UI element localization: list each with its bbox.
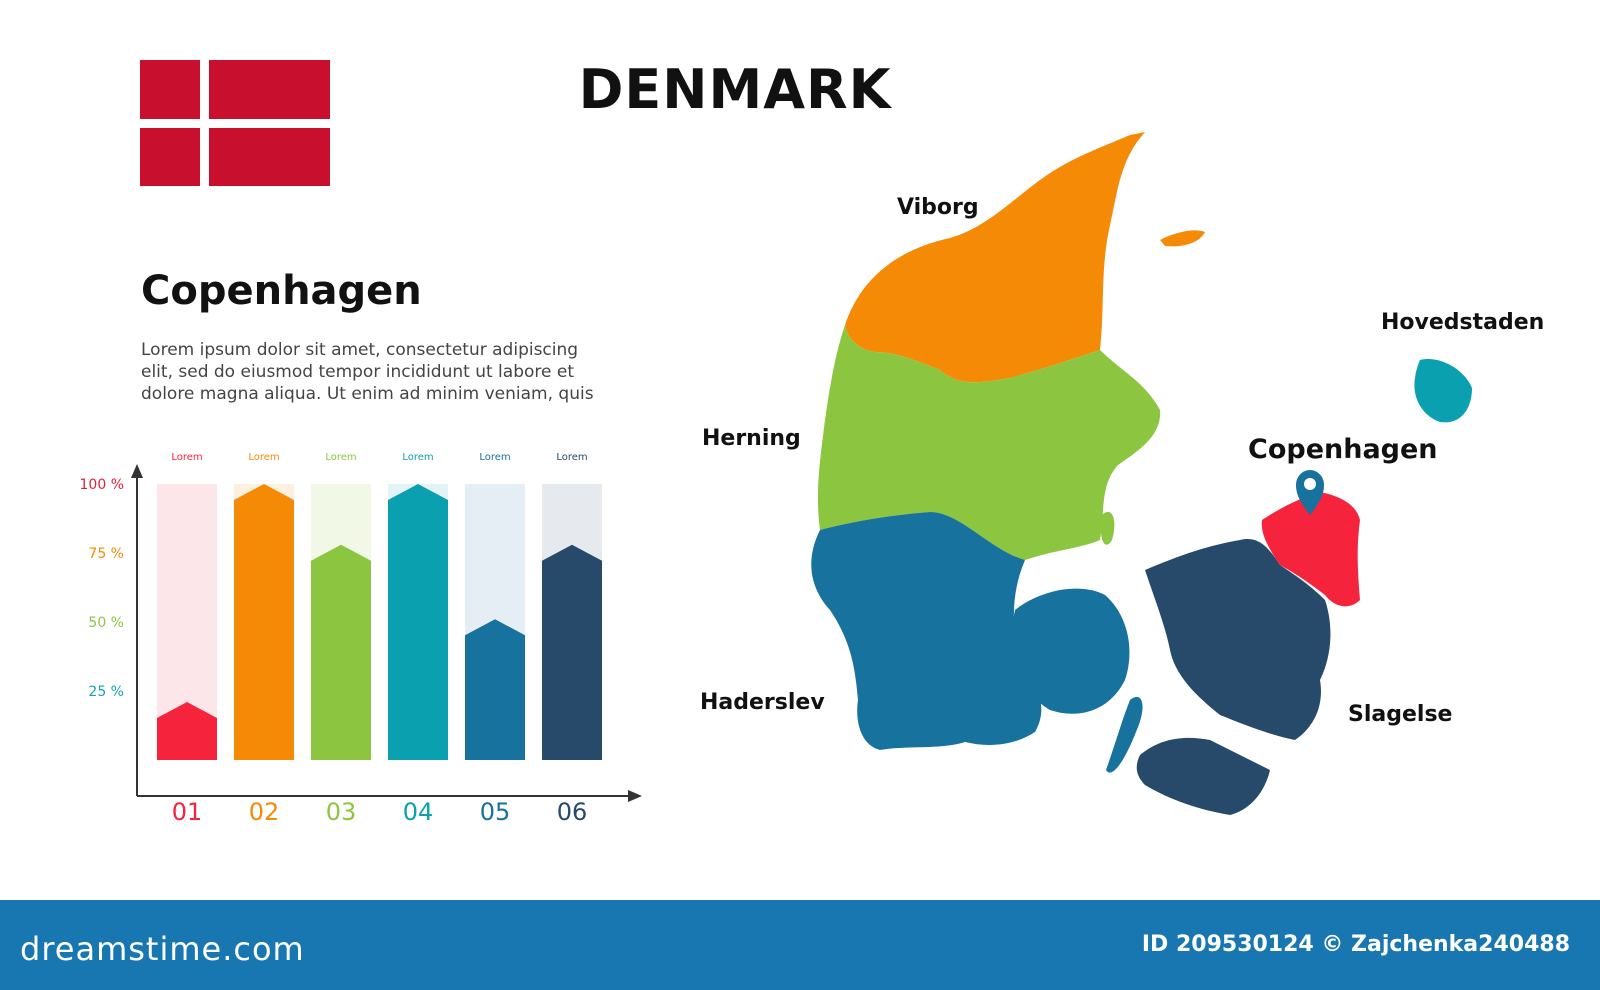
bar-top-label: Lorem	[248, 452, 279, 463]
map-label-copenhagen: Copenhagen	[1248, 434, 1438, 465]
bar-01	[157, 702, 217, 760]
page-title: DENMARK	[578, 58, 892, 121]
bar-tracks	[157, 484, 602, 760]
x-tick-label: 06	[557, 798, 588, 826]
footer-brand-logo: dreamstime.com	[20, 930, 305, 968]
y-tick-labels: 25 % 50 % 75 % 100 %	[80, 477, 124, 700]
region-haderslev-islet	[1106, 696, 1143, 773]
region-herning-islet	[1100, 511, 1115, 545]
bar-05	[465, 619, 525, 760]
bar-chart: 25 %50 %75 %100 % Lorem Lorem Lorem Lorem Lo…	[80, 452, 642, 826]
bar-03	[311, 544, 371, 760]
x-tick-label: 05	[480, 798, 511, 826]
bar-top-label: Lorem	[479, 452, 510, 463]
flag-cross-horizontal	[140, 119, 330, 128]
bar-top-label: Lorem	[556, 452, 587, 463]
denmark-flag	[140, 60, 330, 186]
y-tick-label: 25 %	[88, 684, 124, 700]
bar-top-label: Lorem	[171, 452, 202, 463]
region-copenhagen	[1261, 492, 1360, 607]
x-tick-label: 04	[403, 798, 434, 826]
x-axis-arrow	[628, 790, 642, 802]
y-tick-label: 75 %	[88, 546, 124, 562]
region-haderslev-funen	[1009, 588, 1130, 714]
city-heading: Copenhagen	[141, 268, 422, 314]
map-label-herning: Herning	[702, 426, 801, 451]
y-axis-arrow	[131, 464, 143, 478]
region-viborg	[845, 132, 1145, 383]
bar-04	[388, 484, 448, 760]
denmark-map	[811, 132, 1472, 815]
bar-top-label: Lorem	[325, 452, 356, 463]
x-tick-labels: 01 02 03 04 05 06	[172, 798, 588, 826]
bars	[157, 484, 602, 760]
y-tick-label: 100 %	[80, 477, 124, 493]
region-hovedstaden	[1414, 359, 1472, 423]
y-tick-label: 50 %	[88, 615, 124, 631]
x-tick-label: 01	[172, 798, 203, 826]
x-tick-label: 03	[326, 798, 357, 826]
region-viborg-islet	[1160, 230, 1205, 247]
map-label-haderslev: Haderslev	[700, 690, 825, 715]
x-tick-label: 02	[249, 798, 280, 826]
bar-02	[234, 484, 294, 760]
footer-image-id: ID 209530124 © Zajchenka240488	[1141, 932, 1570, 957]
map-label-slagelse: Slagelse	[1348, 702, 1453, 727]
map-label-viborg: Viborg	[897, 195, 979, 220]
description-text: Lorem ipsum dolor sit amet, consectetur …	[141, 340, 594, 404]
region-herning	[817, 325, 1161, 560]
region-slagelse	[1145, 539, 1331, 740]
footer-bar	[0, 900, 1600, 990]
map-label-hovedstaden: Hovedstaden	[1381, 310, 1545, 335]
bar-top-labels: Lorem Lorem Lorem Lorem Lorem Lorem	[171, 452, 587, 463]
bar-top-label: Lorem	[402, 452, 433, 463]
bar-06	[542, 544, 602, 760]
location-pin-icon	[1296, 470, 1324, 515]
region-haderslev	[811, 512, 1042, 750]
region-slagelse-lolland	[1136, 737, 1270, 815]
